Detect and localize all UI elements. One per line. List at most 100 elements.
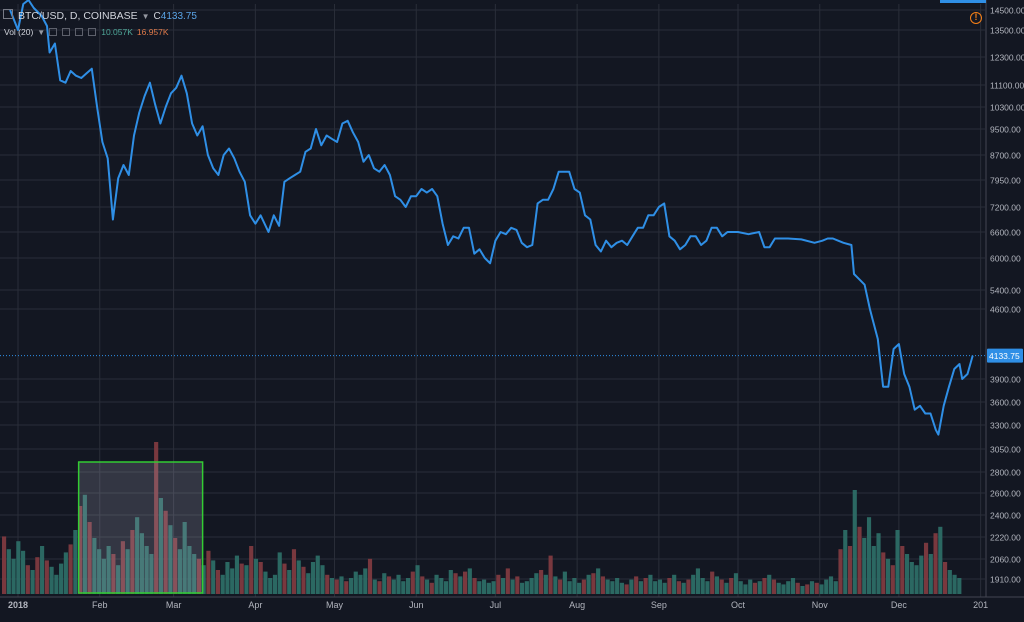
y-tick-label: 5400.00 (990, 286, 1021, 296)
volume-bar (358, 574, 363, 594)
volume-bar (477, 581, 482, 594)
volume-bar (396, 574, 401, 594)
volume-bar (520, 582, 525, 594)
volume-bar (809, 581, 815, 594)
volume-bar (177, 549, 182, 594)
volume-bar (505, 568, 510, 594)
y-tick-label: 8700.00 (990, 151, 1021, 161)
volume-bar (253, 558, 259, 594)
volume-bar (87, 522, 92, 594)
y-tick-label: 3600.00 (990, 398, 1021, 408)
volume-bar (605, 579, 610, 594)
warning-icon[interactable]: ! (970, 12, 982, 24)
volume-bar (201, 565, 206, 594)
volume-bar (92, 538, 97, 594)
volume-bar (429, 582, 434, 594)
volume-bar (909, 562, 914, 594)
time-axis[interactable] (0, 597, 1024, 617)
chevron-down-icon[interactable]: ▼ (141, 11, 150, 21)
volume-bar (182, 522, 187, 594)
volume-bar (923, 542, 929, 594)
volume-bar (154, 442, 159, 594)
volume-bar (106, 546, 111, 594)
volume-bar (54, 574, 59, 594)
y-tick-label: 14500.00 (990, 6, 1024, 16)
volume-bar (771, 579, 777, 594)
volume-bar (933, 533, 938, 594)
volume-value-1: 10.057K (101, 27, 133, 37)
x-tick-label: Apr (248, 600, 262, 610)
y-tick-label: 4600.00 (990, 305, 1021, 315)
y-tick-label: 2060.00 (990, 555, 1021, 565)
volume-bar (249, 546, 254, 594)
volume-bar (733, 573, 739, 594)
volume-bar (405, 578, 411, 594)
volume-bar (68, 544, 73, 594)
volume-bar (634, 576, 639, 594)
settings-icon[interactable] (62, 28, 71, 36)
volume-bar (795, 582, 800, 594)
volume-bar (814, 582, 819, 594)
volume-bar (657, 579, 662, 594)
volume-bar (2, 536, 7, 594)
selection-box[interactable] (77, 461, 204, 594)
volume-bar (895, 530, 900, 594)
volume-bar (885, 558, 891, 594)
volume-bar (44, 560, 49, 594)
price-axis[interactable] (986, 0, 1024, 617)
volume-bar (695, 568, 701, 594)
volume-bar (16, 541, 21, 594)
volume-bar (904, 554, 910, 594)
volume-bar (424, 579, 430, 594)
volume-bar (672, 574, 677, 594)
volume-bar (952, 574, 957, 594)
volume-bar (168, 525, 173, 594)
volume-bar (947, 570, 952, 594)
square-menu-icon[interactable] (3, 9, 13, 19)
volume-bar (196, 558, 202, 594)
y-tick-label: 13500.00 (990, 26, 1024, 36)
volume-bar (596, 568, 601, 594)
volume-bar (78, 506, 83, 594)
volume-bar (828, 576, 834, 594)
price-line[interactable] (9, 0, 974, 436)
volume-bar (548, 555, 553, 594)
eye-icon[interactable] (49, 28, 58, 36)
volume-bar (458, 576, 463, 594)
volume-bar (790, 578, 796, 594)
volume-bar (268, 578, 273, 594)
volume-bar (524, 581, 529, 594)
volume-bar (306, 573, 311, 594)
volume-bar (453, 573, 458, 594)
volume-bar (501, 578, 506, 594)
volume-bar (866, 517, 872, 594)
volume-bar (434, 574, 439, 594)
volume-bar (353, 571, 358, 594)
volume-bar (486, 582, 491, 594)
volume-bar (510, 579, 515, 594)
close-icon[interactable] (88, 28, 97, 36)
x-tick-label: Oct (731, 600, 746, 610)
symbol-label[interactable]: BTC/USD, D, COINBASE (18, 10, 138, 22)
volume-bar (382, 573, 387, 594)
volume-legend: Vol (20) ▼ 10.057K 16.957K (4, 27, 169, 37)
volume-bar (320, 565, 325, 594)
close-prefix: C (153, 10, 161, 22)
volume-bar (149, 554, 154, 594)
volume-bar (377, 581, 382, 594)
volume-label[interactable]: Vol (20) (4, 27, 34, 37)
plus-icon[interactable] (75, 28, 84, 36)
volume-bar (710, 571, 715, 594)
price-tag (987, 348, 1023, 363)
volume-bar (187, 546, 192, 594)
volume-bar (30, 570, 35, 594)
volume-bar (344, 581, 349, 594)
volume-bar (928, 554, 933, 594)
volume-bar (467, 568, 472, 594)
chevron-down-icon[interactable]: ▼ (37, 27, 46, 37)
x-tick-label: Mar (166, 600, 182, 610)
volume-bar (329, 578, 335, 594)
volume-bar (258, 562, 263, 594)
